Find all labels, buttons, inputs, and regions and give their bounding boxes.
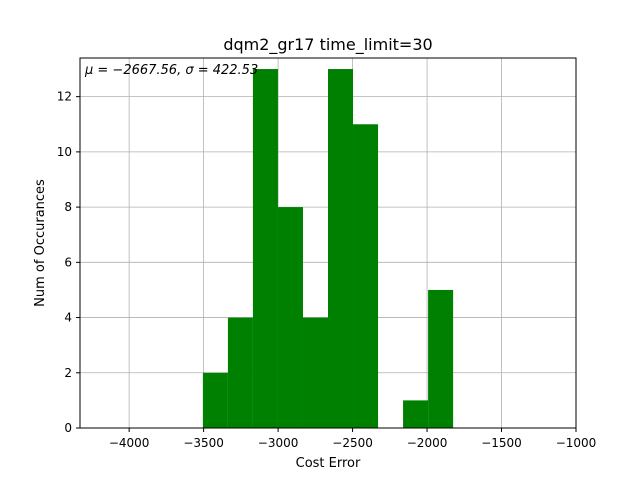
y-tick-label: 6 xyxy=(64,255,72,269)
chart-title: dqm2_gr17 time_limit=30 xyxy=(223,35,432,55)
histogram-bar xyxy=(328,69,354,429)
x-tick-label: −1000 xyxy=(556,436,597,450)
x-tick-label: −1500 xyxy=(481,436,522,450)
stats-annotation: μ = −2667.56, σ = 422.53 xyxy=(84,63,258,78)
axis-ticks: −4000 −3500 −3000 −2500 −2000 −1500 −1000 0 2 4 6 8… xyxy=(57,90,597,450)
y-tick-label: 0 xyxy=(64,421,72,435)
y-tick-label: 12 xyxy=(57,90,72,104)
histogram-bar xyxy=(302,317,328,428)
y-tick-label: 8 xyxy=(64,200,72,214)
histogram-bar xyxy=(202,372,228,428)
x-tick-label: −3500 xyxy=(183,436,224,450)
x-tick-label: −4000 xyxy=(109,436,150,450)
x-axis-label: Cost Error xyxy=(296,456,361,471)
x-tick-label: −3000 xyxy=(258,436,299,450)
histogram-bar xyxy=(403,400,429,428)
axes-frame xyxy=(79,57,577,429)
y-tick-label: 10 xyxy=(57,145,72,159)
histogram-bar xyxy=(353,124,379,429)
bars xyxy=(202,69,454,429)
y-tick-label: 4 xyxy=(64,311,72,325)
y-axis-label: Num of Occurances xyxy=(33,179,48,307)
x-tick-label: −2500 xyxy=(332,436,373,450)
x-tick-label: −2000 xyxy=(407,436,448,450)
histogram-bar xyxy=(277,207,303,428)
y-tick-label: 2 xyxy=(64,366,72,380)
histogram-bar xyxy=(428,289,454,428)
histogram-bar xyxy=(252,69,278,429)
histogram-bar xyxy=(227,317,253,428)
